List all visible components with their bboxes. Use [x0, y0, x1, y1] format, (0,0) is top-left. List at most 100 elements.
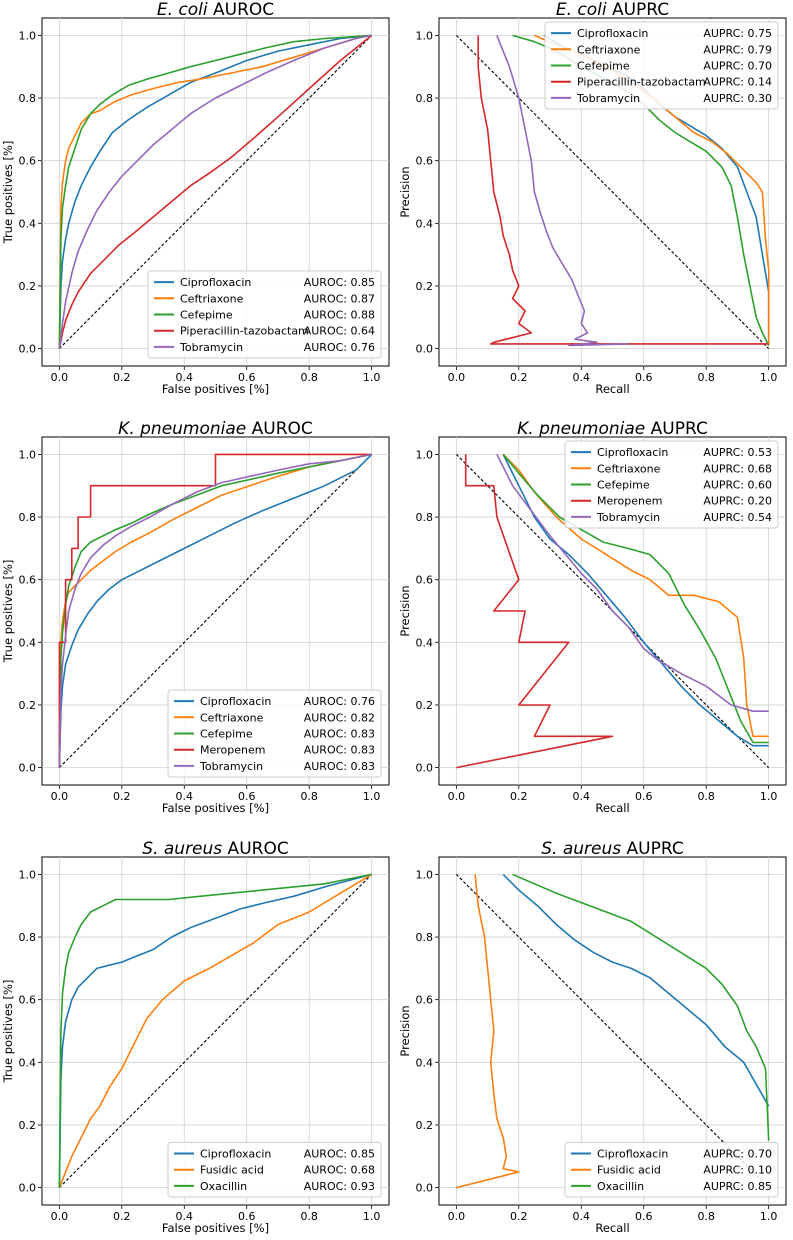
- x-tick-label: 0.0: [448, 1210, 466, 1223]
- legend-score: AUROC: 0.68: [304, 1164, 375, 1177]
- x-tick-label: 0.0: [51, 790, 69, 803]
- legend-score: AUROC: 0.85: [304, 1148, 375, 1161]
- y-tick-label: 0.0: [19, 343, 37, 356]
- y-axis-label: True positives [%]: [1, 141, 15, 245]
- chart-title-organism: K. pneumoniae: [517, 419, 645, 439]
- y-tick-label: 0.2: [19, 280, 37, 293]
- legend-score: AUPRC: 0.68: [703, 462, 772, 475]
- series-line-ciprofloxacin: [58, 453, 373, 768]
- legend-score: AUPRC: 0.10: [703, 1164, 772, 1177]
- y-axis-label: Precision: [398, 166, 412, 217]
- y-tick-label: 1.0: [19, 868, 37, 881]
- y-tick-label: 0.6: [416, 155, 434, 168]
- legend-score: AUROC: 0.76: [304, 695, 375, 708]
- series-line-piperacillin-tazobactam: [477, 35, 769, 345]
- y-tick-label: 0.6: [416, 994, 434, 1007]
- chart-title-organism: S. aureus: [142, 839, 222, 859]
- y-tick-label: 0.6: [19, 994, 37, 1007]
- legend-score: AUPRC: 0.53: [703, 446, 772, 459]
- panel-ecoli-auprc: 0.0 0.0 0.2 0.2 0.4 0.4 0.6 0.6 0.8 0.8 1.0 1.0 E. c…: [398, 0, 787, 396]
- y-tick-label: 0.2: [19, 1119, 37, 1132]
- legend-box: [147, 270, 382, 359]
- x-tick-label: 0.8: [697, 1210, 715, 1223]
- x-tick-label: 0.2: [510, 790, 528, 803]
- legend-score: AUPRC: 0.70: [703, 60, 772, 73]
- series-line-ciprofloxacin: [58, 873, 372, 1188]
- series-line-ciprofloxacin: [502, 873, 770, 1107]
- legend: Ciprofloxacin AUROC: 0.85 Fusidic acid AURO…: [167, 1141, 382, 1198]
- y-tick-label: 0.6: [19, 155, 37, 168]
- legend-label: Cefepime: [200, 728, 253, 741]
- y-tick-label: 1.0: [416, 448, 434, 461]
- x-tick-label: 0.4: [176, 790, 194, 803]
- y-axis-label: Precision: [398, 585, 412, 636]
- y-axis-label: True positives [%]: [1, 560, 15, 664]
- legend-label: Ceftriaxone: [597, 462, 661, 475]
- legend-score: AUROC: 0.82: [304, 711, 375, 724]
- y-tick-label: 0.6: [416, 574, 434, 587]
- x-tick-label: 0.2: [510, 371, 528, 384]
- legend-label: Ciprofloxacin: [200, 695, 271, 708]
- x-axis-label: Recall: [595, 801, 629, 815]
- y-tick-label: 1.0: [19, 29, 37, 42]
- legend-label: Oxacillin: [200, 1180, 247, 1193]
- x-tick-label: 1.0: [760, 790, 778, 803]
- x-tick-label: 0.4: [573, 1210, 591, 1223]
- legend-label: Tobramycin: [179, 341, 243, 354]
- reference-diagonal: [455, 35, 770, 349]
- legend-label: Ceftriaxone: [180, 292, 244, 305]
- legend-label: Tobramycin: [576, 92, 640, 105]
- legend-label: Tobramycin: [596, 511, 660, 524]
- panel-kpneumoniae-auroc: 0.0 0.0 0.2 0.2 0.4 0.4 0.6 0.6 0.8 0.8 1.0 1.0 K. p…: [1, 419, 390, 815]
- series-line-piperacillin-tazobactam: [58, 34, 373, 349]
- series-line-meropenem: [456, 454, 614, 769]
- legend-score: AUPRC: 0.54: [703, 511, 772, 524]
- chart-title: S. aureus AUPRC: [541, 839, 683, 859]
- y-tick-label: 0.8: [19, 92, 37, 105]
- series-line-ciprofloxacin: [502, 454, 769, 747]
- x-tick-label: 0.6: [635, 371, 653, 384]
- series-line-tobramycin: [58, 453, 372, 768]
- legend-box: [564, 440, 779, 529]
- chart-title-organism: E. coli: [556, 0, 607, 20]
- x-tick-label: 0.6: [238, 371, 256, 384]
- legend-score: AUROC: 0.88: [304, 309, 375, 322]
- chart-title-metric: AUROC: [222, 839, 289, 859]
- x-tick-label: 0.8: [697, 371, 715, 384]
- x-tick-label: 0.4: [573, 790, 591, 803]
- chart-title: E. coli AUPRC: [556, 0, 669, 20]
- x-tick-label: 1.0: [363, 371, 381, 384]
- x-tick-label: 1.0: [760, 1210, 778, 1223]
- chart-title-metric: AUPRC: [621, 839, 684, 859]
- x-tick-label: 0.2: [113, 790, 131, 803]
- legend-box: [167, 689, 382, 778]
- y-tick-label: 0.0: [19, 1182, 37, 1195]
- y-tick-label: 0.4: [416, 1056, 434, 1069]
- series-line-ciprofloxacin: [58, 34, 372, 349]
- x-tick-label: 0.8: [300, 371, 318, 384]
- y-tick-label: 0.4: [19, 1056, 37, 1069]
- series-line-cefepime: [502, 453, 769, 744]
- legend-label: Ceftriaxone: [200, 711, 264, 724]
- series-line-ceftriaxone: [58, 34, 372, 349]
- legend-score: AUROC: 0.76: [304, 341, 375, 354]
- x-tick-label: 0.4: [176, 371, 194, 384]
- x-axis-label: Recall: [595, 382, 629, 396]
- x-tick-label: 0.4: [176, 1210, 194, 1223]
- y-axis-label: True positives [%]: [1, 980, 15, 1084]
- chart-title-organism: K. pneumoniae: [118, 419, 246, 439]
- legend-label: Cefepime: [577, 60, 630, 73]
- legend-label: Meropenem: [200, 744, 265, 757]
- x-tick-label: 0.8: [300, 790, 318, 803]
- x-tick-label: 1.0: [363, 790, 381, 803]
- y-tick-label: 0.2: [416, 1119, 434, 1132]
- y-tick-label: 0.0: [416, 1182, 434, 1195]
- legend-score: AUROC: 0.87: [304, 292, 375, 305]
- chart-title-organism: S. aureus: [541, 839, 621, 859]
- legend-label: Fusidic acid: [597, 1164, 661, 1177]
- x-tick-label: 0.6: [238, 790, 256, 803]
- series-line-fusidic-acid: [455, 874, 520, 1189]
- x-tick-label: 0.0: [51, 371, 69, 384]
- x-tick-label: 0.8: [300, 1210, 318, 1223]
- legend-label: Fusidic acid: [200, 1164, 264, 1177]
